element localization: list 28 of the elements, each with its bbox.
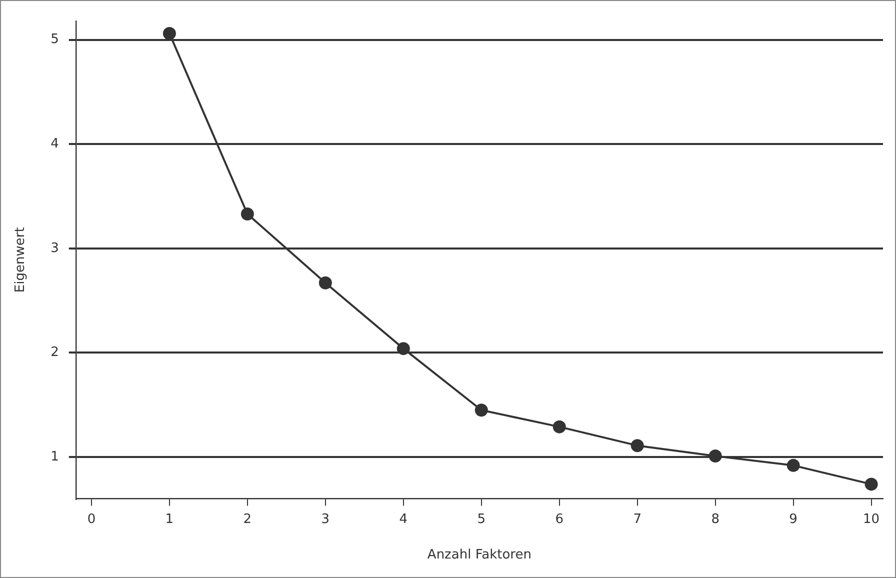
point (474, 404, 488, 417)
point (396, 342, 410, 356)
point (318, 276, 332, 290)
x-tick-label: 3 (321, 512, 330, 527)
y-tick-label: 4 (50, 136, 59, 152)
point (240, 208, 254, 220)
point (552, 420, 566, 434)
point (786, 458, 800, 472)
x-tick-label: 0 (87, 512, 96, 527)
x-tick-label: 6 (555, 512, 564, 527)
x-tick-label: 5 (477, 512, 486, 527)
x-tick-label: 8 (711, 512, 720, 527)
y-axis-title: Eigenwert (13, 227, 28, 293)
x-tick-label: 4 (399, 512, 408, 527)
y-tick-label: 1 (50, 449, 59, 464)
point (708, 450, 722, 463)
y-tick-label: 3 (50, 240, 59, 256)
x-tick-label: 2 (243, 512, 252, 527)
y-tick-label: 2 (50, 345, 59, 360)
y-tick-label: 5 (50, 32, 59, 48)
point (864, 478, 878, 491)
x-tick-label: 7 (633, 512, 642, 527)
point (162, 27, 176, 40)
x-tick-label: 9 (789, 512, 798, 527)
x-axis-title: Anzahl Faktoren (427, 548, 532, 563)
x-tick-label: 10 (863, 512, 880, 527)
x-tick-label: 1 (165, 512, 174, 527)
point (630, 439, 644, 452)
